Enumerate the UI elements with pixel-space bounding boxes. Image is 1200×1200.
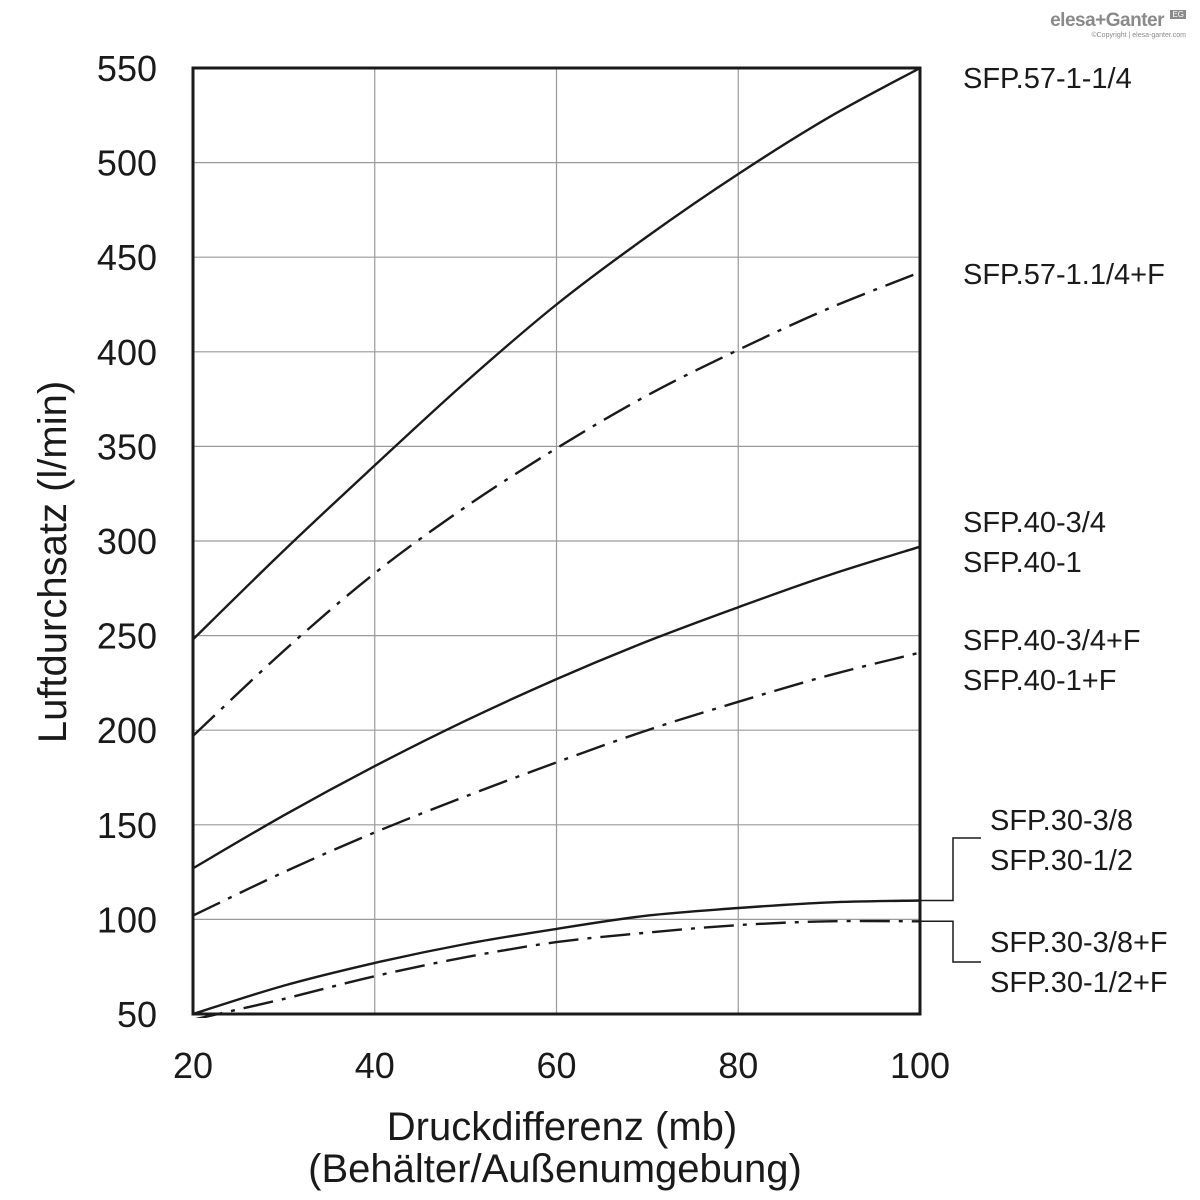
y-axis-title: Luftdurchsatz (l/min) — [31, 381, 75, 743]
series-label: SFP.30-1/2+F — [990, 967, 1168, 999]
tick-labels: 50 100 150 200 250 300 350 400 450 500 550 20 40 60 80… — [97, 48, 950, 1086]
logo-copyright: ©Copyright | elesa-ganter.com — [1091, 32, 1186, 39]
y-tick-label: 200 — [97, 710, 157, 751]
series-label: SFP.30-3/8+F — [990, 927, 1168, 959]
series-label: SFP.30-3/8 — [990, 805, 1133, 837]
logo-badge: EG — [1170, 10, 1186, 19]
y-tick-label: 250 — [97, 616, 157, 657]
y-tick-label: 50 — [117, 994, 157, 1035]
x-tick-label: 80 — [718, 1045, 758, 1086]
x-tick-label: 20 — [173, 1045, 213, 1086]
series-line-0 — [193, 66, 920, 641]
series-label: SFP.57-1-1/4 — [963, 63, 1132, 95]
plot-frame — [191, 66, 922, 1016]
y-tick-label: 450 — [97, 237, 157, 278]
y-tick-label: 150 — [97, 805, 157, 846]
series-label: SFP.57-1.1/4+F — [963, 259, 1165, 291]
y-tick-label: 100 — [97, 899, 157, 940]
logo-name: elesa+Ganter — [1050, 10, 1164, 31]
y-tick-label: 300 — [97, 521, 157, 562]
series-label: SFP.40-3/4+F — [963, 625, 1141, 657]
series-label: SFP.30-1/2 — [990, 845, 1133, 877]
x-axis-title: Druckdifferenz (mb) — [387, 1105, 737, 1149]
series-label: SFP.40-3/4 — [963, 507, 1106, 539]
series-line-1 — [193, 271, 920, 737]
series-labels: SFP.57-1-1/4 SFP.57-1.1/4+F SFP.40-3/4 SFP.… — [963, 63, 1168, 999]
series-lines — [193, 66, 920, 1018]
series-line-4 — [193, 899, 920, 1016]
leader-line-sfp30 — [920, 837, 981, 902]
series-label: SFP.40-1 — [963, 547, 1082, 579]
x-axis-subtitle: (Behälter/Außenumgebung) — [308, 1147, 802, 1191]
grid-lines — [192, 67, 921, 1015]
y-tick-label: 550 — [97, 48, 157, 89]
y-tick-label: 350 — [97, 426, 157, 467]
leader-line-sfp30-f — [920, 920, 981, 963]
series-label: SFP.40-1+F — [963, 665, 1116, 697]
y-tick-label: 500 — [97, 143, 157, 184]
x-tick-label: 100 — [890, 1045, 950, 1086]
y-tick-label: 400 — [97, 332, 157, 373]
x-tick-label: 40 — [355, 1045, 395, 1086]
x-tick-label: 60 — [536, 1045, 576, 1086]
elesa-ganter-logo: elesa+Ganter EG ©Copyright | elesa-gante… — [1050, 10, 1186, 39]
series-line-5 — [195, 919, 920, 1018]
label-leaders — [920, 837, 981, 963]
series-line-2 — [193, 545, 920, 870]
series-line-3 — [193, 651, 920, 917]
